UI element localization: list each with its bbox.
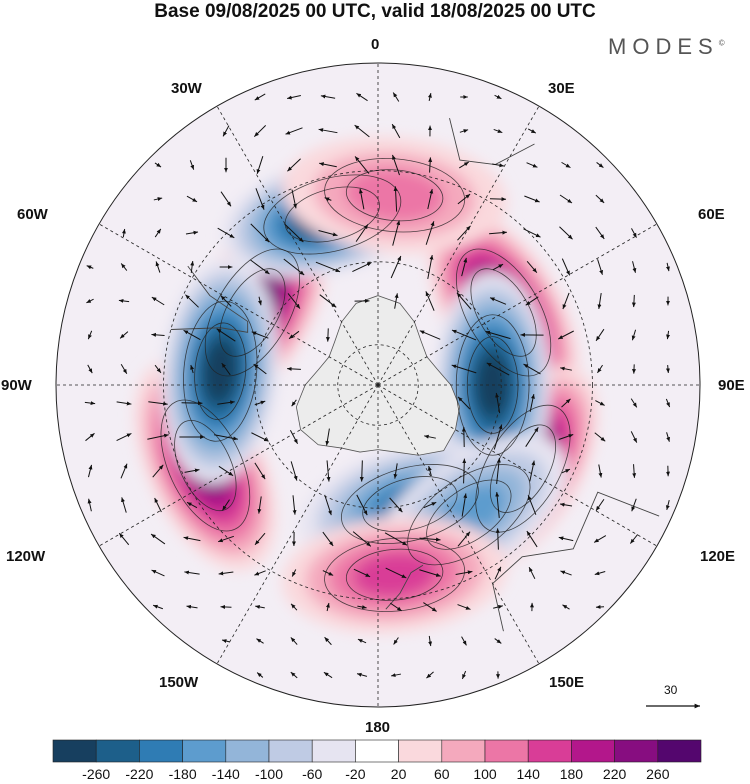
lon-label-180: 180: [365, 719, 390, 736]
colorbar-swatch: [96, 740, 139, 762]
colorbar-swatch: [226, 740, 269, 762]
colorbar-tick-label: 180: [560, 766, 583, 782]
wind-vector-arrow: [362, 460, 363, 481]
colorbar-swatch: [442, 740, 485, 762]
wind-vector-arrow: [287, 369, 301, 370]
colorbar: [53, 740, 701, 762]
colorbar-tick-label: 220: [603, 766, 626, 782]
colorbar-tick-label: -60: [302, 766, 322, 782]
colorbar-swatch: [485, 740, 528, 762]
colorbar-swatch: [139, 740, 182, 762]
colorbar-swatch: [355, 740, 398, 762]
colorbar-tick-label: 140: [517, 766, 540, 782]
colorbar-swatch: [571, 740, 614, 762]
colorbar-ticks: -260 -220 -180 -140 -100 -60 -20 20 60 100 140 180 2…: [0, 766, 750, 784]
colorbar-tick-label: 60: [434, 766, 450, 782]
wind-vector-arrow: [596, 607, 604, 608]
lon-label-30w: 30W: [171, 80, 202, 97]
colorbar-tick-label: -20: [345, 766, 365, 782]
lon-label-0: 0: [371, 36, 379, 53]
wind-vector-arrow: [182, 403, 203, 404]
colorbar-swatch: [615, 740, 658, 762]
lon-label-120e: 120E: [700, 548, 735, 565]
colorbar-swatch: [53, 740, 96, 762]
lon-label-120w: 120W: [6, 548, 45, 565]
colorbar-tick-label: 20: [391, 766, 407, 782]
lon-label-90w: 90W: [1, 377, 32, 394]
colorbar-swatch: [528, 740, 571, 762]
colorbar-tick-label: -140: [212, 766, 240, 782]
colorbar-tick-label: -260: [82, 766, 110, 782]
colorbar-tick-label: 100: [473, 766, 496, 782]
wind-vector-arrow: [634, 295, 635, 307]
colorbar-swatch: [312, 740, 355, 762]
colorbar-swatch: [658, 740, 701, 762]
lon-label-30e: 30E: [548, 80, 575, 97]
lon-label-60e: 60E: [698, 206, 725, 223]
colorbar-tick-label: -100: [255, 766, 283, 782]
lon-label-60w: 60W: [17, 206, 48, 223]
lon-label-150w: 150W: [159, 674, 198, 691]
colorbar-tick-label: -220: [125, 766, 153, 782]
colorbar-swatch: [399, 740, 442, 762]
colorbar-tick-label: -180: [169, 766, 197, 782]
colorbar-swatch: [183, 740, 226, 762]
lon-label-90e: 90E: [718, 377, 745, 394]
colorbar-tick-label: 260: [646, 766, 669, 782]
vector-scale-label: 30: [664, 683, 677, 697]
colorbar-swatch: [269, 740, 312, 762]
wind-vector-arrow: [668, 365, 669, 373]
wind-vector-arrow: [328, 328, 329, 341]
lon-label-150e: 150E: [549, 674, 584, 691]
